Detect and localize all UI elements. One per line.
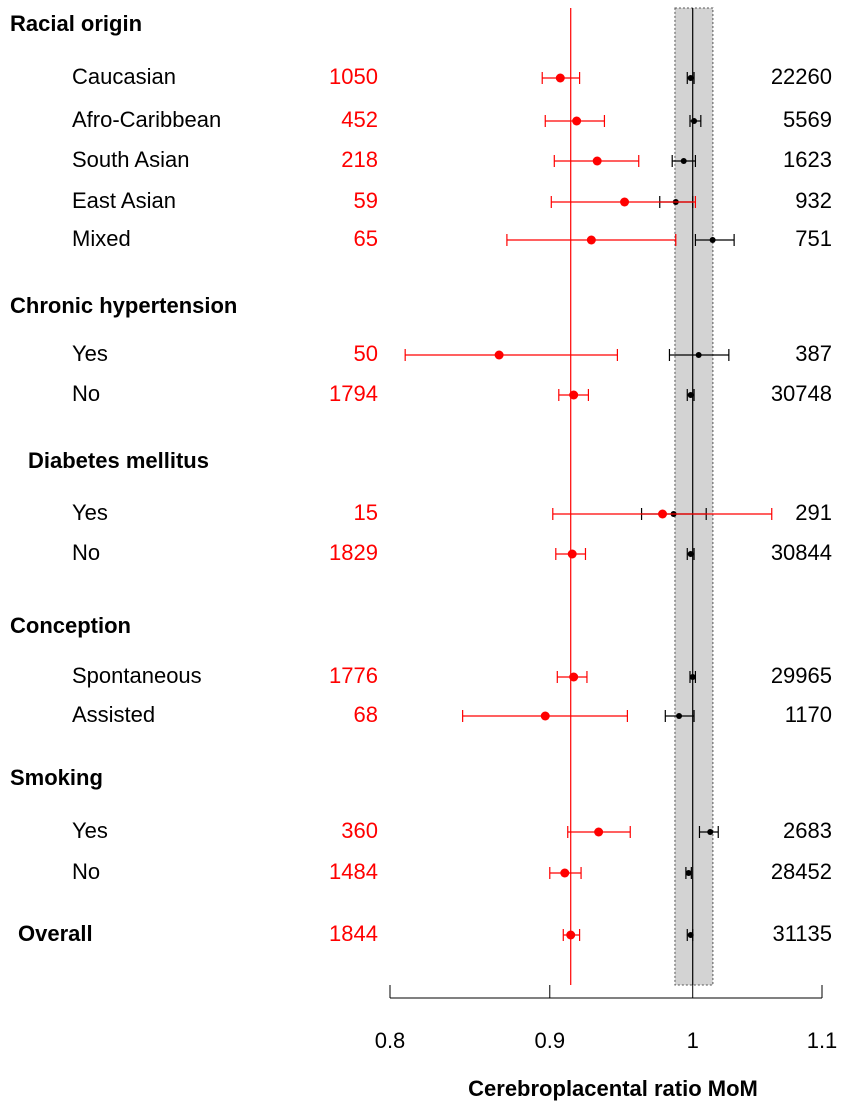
x-tick-label: 1.1 bbox=[807, 1028, 838, 1053]
estimate-point bbox=[567, 549, 577, 559]
estimate-point bbox=[680, 158, 687, 164]
case-count: 1794 bbox=[329, 381, 378, 406]
row-label: East Asian bbox=[72, 188, 176, 213]
ref-count: 30748 bbox=[771, 381, 832, 406]
estimate-point bbox=[709, 237, 716, 243]
ref-count: 22260 bbox=[771, 64, 832, 89]
ref-count: 5569 bbox=[783, 107, 832, 132]
estimate-point bbox=[572, 116, 582, 126]
ref-count: 1623 bbox=[783, 147, 832, 172]
ref-count: 932 bbox=[795, 188, 832, 213]
case-count: 68 bbox=[354, 702, 378, 727]
estimate-point bbox=[707, 829, 714, 835]
group-heading: Chronic hypertension bbox=[10, 293, 237, 318]
row-label: No bbox=[72, 859, 100, 884]
ref-count: 30844 bbox=[771, 540, 832, 565]
row-label: South Asian bbox=[72, 147, 189, 172]
case-count: 1844 bbox=[329, 921, 378, 946]
estimate-point bbox=[540, 711, 550, 721]
estimate-point bbox=[566, 930, 576, 940]
group-heading: Racial origin bbox=[10, 11, 142, 36]
estimate-point bbox=[494, 350, 504, 360]
reference-band bbox=[674, 7, 714, 986]
estimate-point bbox=[691, 118, 698, 124]
group-heading: Smoking bbox=[10, 765, 103, 790]
row-label: Caucasian bbox=[72, 64, 176, 89]
row-label: Yes bbox=[72, 818, 108, 843]
x-tick-label: 1 bbox=[687, 1028, 699, 1053]
estimate-point bbox=[687, 392, 694, 398]
case-count: 65 bbox=[354, 226, 378, 251]
estimate-point bbox=[569, 390, 579, 400]
overall-label: Overall bbox=[18, 921, 93, 946]
estimate-point bbox=[555, 73, 565, 83]
case-count: 50 bbox=[354, 341, 378, 366]
case-count: 59 bbox=[354, 188, 378, 213]
group-heading: Conception bbox=[10, 613, 131, 638]
case-count: 218 bbox=[341, 147, 378, 172]
ref-count: 2683 bbox=[783, 818, 832, 843]
estimate-point bbox=[687, 75, 694, 81]
case-count: 1050 bbox=[329, 64, 378, 89]
estimate-point bbox=[620, 197, 630, 207]
group-heading: Diabetes mellitus bbox=[28, 448, 209, 473]
ref-count: 387 bbox=[795, 341, 832, 366]
ref-count: 751 bbox=[795, 226, 832, 251]
case-count: 452 bbox=[341, 107, 378, 132]
row-label: Yes bbox=[72, 341, 108, 366]
row-label: Mixed bbox=[72, 226, 131, 251]
ref-count: 31135 bbox=[772, 921, 832, 946]
row-label: Yes bbox=[72, 500, 108, 525]
x-tick-label: 0.8 bbox=[375, 1028, 406, 1053]
estimate-point bbox=[560, 868, 570, 878]
estimate-point bbox=[658, 509, 668, 519]
estimate-point bbox=[676, 713, 683, 719]
row-label: Afro-Caribbean bbox=[72, 107, 221, 132]
estimate-point bbox=[594, 827, 604, 837]
ref-count: 28452 bbox=[771, 859, 832, 884]
estimate-point bbox=[592, 156, 602, 166]
x-tick-label: 0.9 bbox=[534, 1028, 565, 1053]
estimate-point bbox=[687, 932, 694, 938]
estimate-point bbox=[685, 870, 692, 876]
row-label: No bbox=[72, 381, 100, 406]
row-label: No bbox=[72, 540, 100, 565]
case-count: 1776 bbox=[329, 663, 378, 688]
estimate-point bbox=[569, 672, 579, 682]
case-count: 1484 bbox=[329, 859, 378, 884]
estimate-point bbox=[689, 674, 696, 680]
case-count: 1829 bbox=[329, 540, 378, 565]
estimate-point bbox=[586, 235, 596, 245]
ref-count: 1170 bbox=[785, 702, 832, 727]
estimate-point bbox=[687, 551, 694, 557]
row-label: Spontaneous bbox=[72, 663, 202, 688]
case-count: 360 bbox=[341, 818, 378, 843]
case-count: 15 bbox=[354, 500, 378, 525]
x-axis-label: Cerebroplacental ratio MoM bbox=[468, 1076, 758, 1101]
estimate-point bbox=[695, 352, 702, 358]
row-label: Assisted bbox=[72, 702, 155, 727]
ref-count: 29965 bbox=[771, 663, 832, 688]
ref-count: 291 bbox=[795, 500, 832, 525]
